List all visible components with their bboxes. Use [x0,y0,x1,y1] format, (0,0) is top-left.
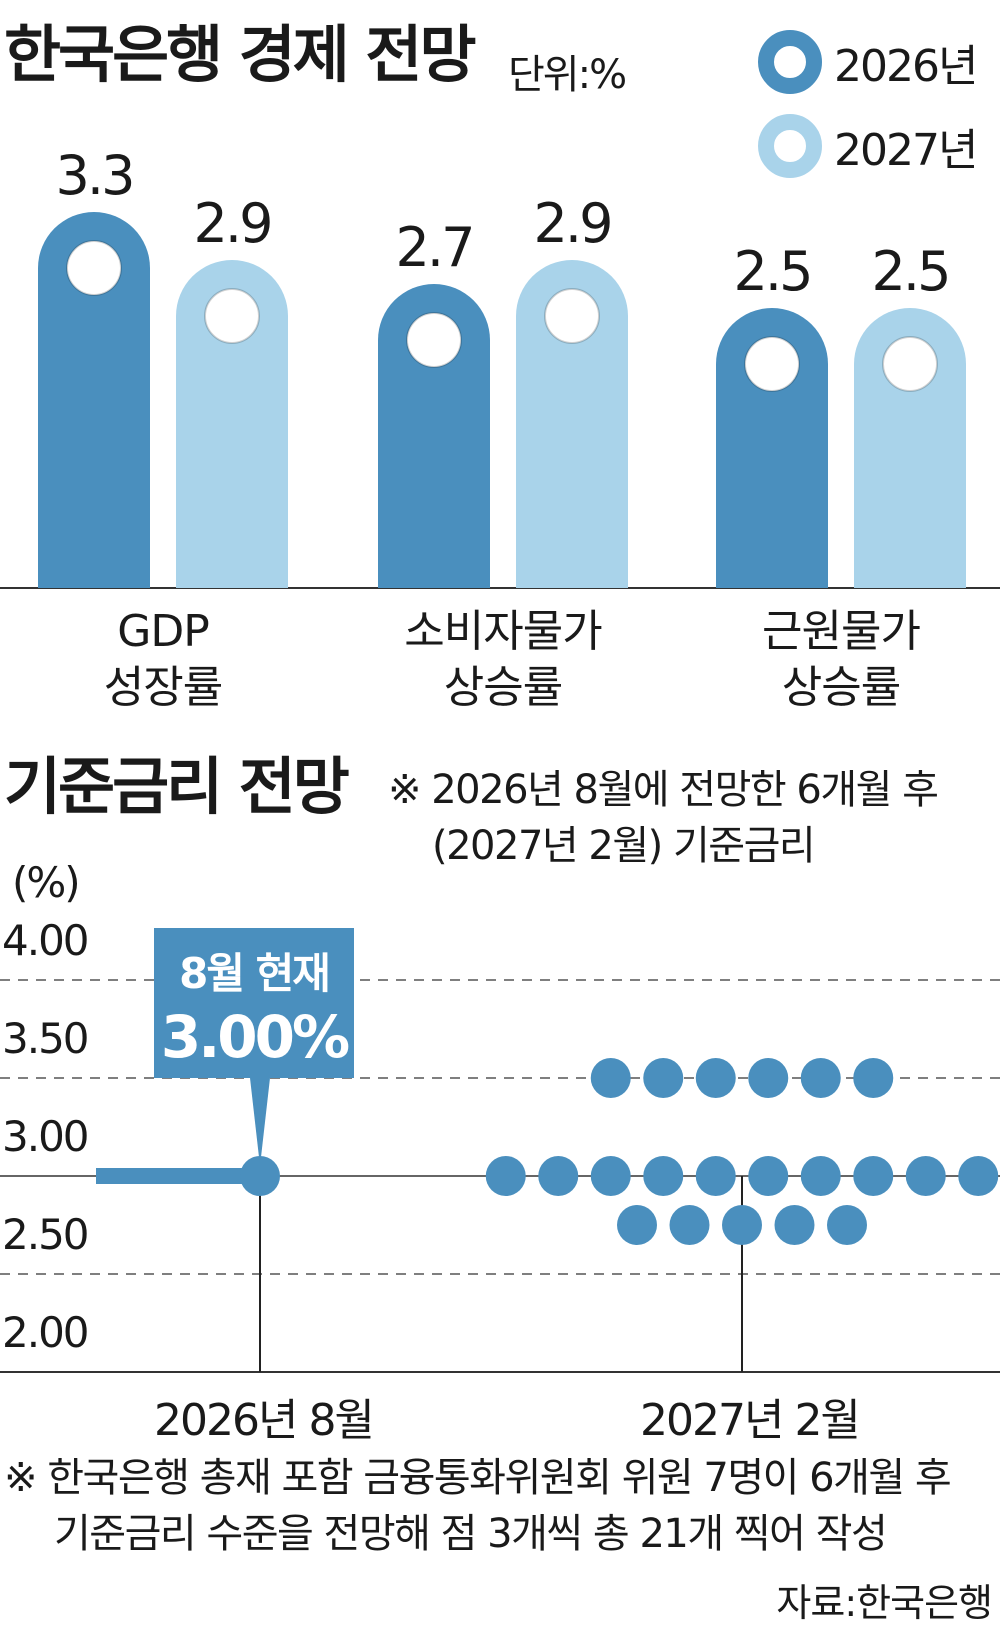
bar-value-label: 3.3 [56,144,133,207]
bar-0-0 [38,212,150,588]
legend-ring-icon [758,30,822,94]
current-rate-callout: 8월 현재 3.00% [154,928,354,1078]
forecast-dot [538,1156,579,1196]
bar-cap-dot [744,336,800,392]
forecast-dot [722,1205,762,1245]
y-tick-label: 3.00 [2,1112,90,1161]
y-tick-label: 4.00 [2,916,90,965]
forecast-dot [853,1156,894,1196]
category-label-line: 성장률 [103,662,223,713]
bar-value-label: 2.5 [872,240,949,303]
legend-item-2026: 2026년 [758,30,978,94]
bar-1-1 [516,260,628,588]
callout-value: 3.00% [160,1003,350,1071]
forecast-dot [958,1156,999,1196]
forecast-dot [905,1156,946,1196]
bar-value-label: 2.7 [396,216,473,279]
legend-label: 2026년 [834,41,978,92]
bar-cap-dot [544,288,600,344]
rate-note-line1: ※ 2026년 8월에 전망한 6개월 후 [388,767,939,813]
category-label-line: GDP [117,606,210,657]
forecast-dot [643,1156,684,1196]
category-label-line: 근원물가 [762,606,921,657]
bar-0-1 [176,260,288,588]
forecast-dot [748,1156,789,1196]
forecast-dot [590,1058,631,1098]
bar-chart-unit: 단위:% [508,52,627,98]
bar-cap-dot [66,240,122,296]
bar-2-0 [716,308,828,588]
category-label-2: 근원물가 상승률 [691,604,991,716]
forecast-dot [695,1156,736,1196]
forecast-dot [695,1058,736,1098]
legend-item-2027: 2027년 [758,114,978,178]
bar-cap-dot [882,336,938,392]
forecast-dot [853,1058,894,1098]
bar-value-label: 2.9 [194,192,271,255]
category-label-line: 소비자물가 [404,606,602,657]
bar-2-1 [854,308,966,588]
rate-note-line2: (2027년 2월) 기준금리 [432,823,816,869]
source-credit: 자료:한국은행 [776,1581,993,1625]
category-label-line: 상승률 [781,662,901,713]
bar-cap-dot [204,288,260,344]
rate-x-label-2026-aug: 2026년 8월 [154,1395,375,1446]
current-rate-dot [240,1156,280,1196]
rate-chart-title: 기준금리 전망 [4,750,350,823]
forecast-dot [800,1156,841,1196]
callout-line1: 8월 현재 [179,949,331,998]
callout-pointer [250,1078,270,1166]
forecast-dot [774,1205,815,1245]
forecast-dot [748,1058,789,1098]
bar-chart: 3.3 2.9 2.7 2.9 2.5 2.5 [0,144,1000,589]
footnote-line2: 기준금리 수준을 전망해 점 3개씩 총 21개 찍어 작성 [54,1511,888,1557]
bar-chart-title: 한국은행 경제 전망 [4,18,476,91]
bar-value-label: 2.9 [534,192,611,255]
forecast-dot [485,1156,526,1196]
bar-1-0 [378,284,490,588]
forecast-dot [669,1205,710,1245]
forecast-dot [827,1205,867,1245]
forecast-dot [800,1058,841,1098]
forecast-dot [617,1205,657,1245]
forecast-dot [643,1058,684,1098]
forecast-dot [590,1156,631,1196]
rate-x-label-2027-feb: 2027년 2월 [640,1395,861,1446]
category-label-1: 소비자물가 상승률 [353,604,653,716]
bar-cap-dot [406,312,462,368]
category-label-0: GDP 성장률 [13,604,313,716]
y-tick-label: 3.50 [2,1014,90,1063]
bar-value-label: 2.5 [734,240,811,303]
rate-chart [0,979,1000,1373]
category-label-line: 상승률 [443,662,563,713]
legend-label: 2027년 [834,125,978,176]
y-tick-label: 2.00 [2,1308,90,1357]
y-tick-label: 2.50 [2,1210,90,1259]
rate-y-axis-label: (%) [12,858,81,907]
footnote-line1: ※ 한국은행 총재 포함 금융통화위원회 위원 7명이 6개월 후 [4,1455,952,1501]
